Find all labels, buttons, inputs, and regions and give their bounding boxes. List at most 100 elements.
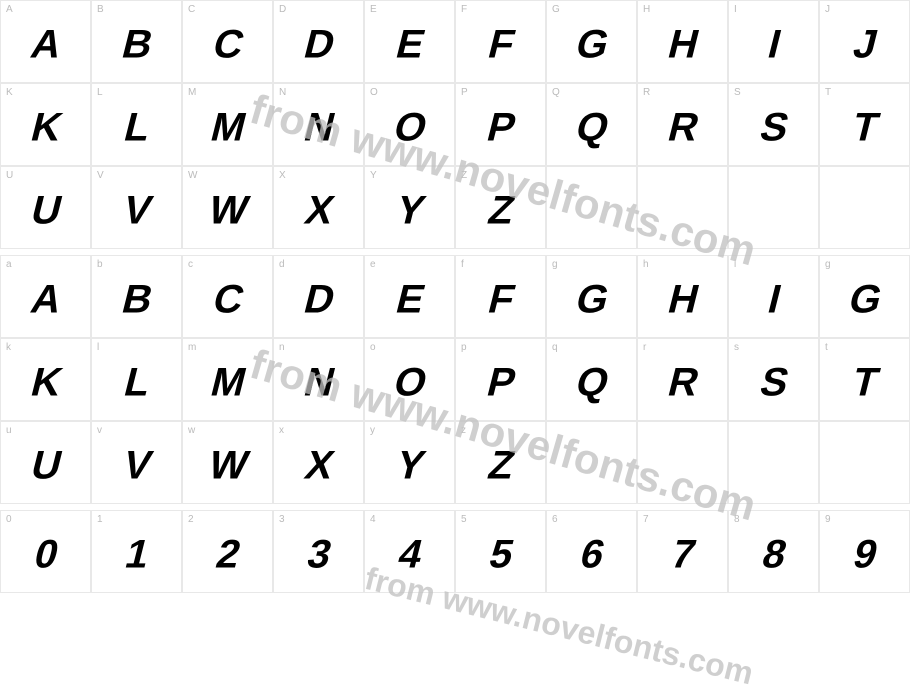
glyph-cell: aA [0,255,91,338]
glyph-row: aAbBcCdDeEfFgGhHiIgG [0,255,911,338]
cell-glyph: C [208,277,247,322]
cell-glyph: X [300,443,337,488]
glyph-cell: LL [91,83,182,166]
cell-glyph: E [391,22,428,67]
glyph-cell: hH [637,255,728,338]
cell-label: y [370,425,375,436]
glyph-cell: qQ [546,338,637,421]
empty-cell [819,166,910,249]
cell-glyph: O [389,105,430,150]
cell-glyph: Z [483,443,518,488]
cell-label: n [279,342,285,353]
glyph-cell: 55 [455,510,546,593]
glyph-cell: zZ [455,421,546,504]
cell-glyph: L [119,360,154,405]
cell-label: M [188,87,196,98]
cell-glyph: D [299,22,338,67]
cell-glyph: 3 [302,532,334,577]
cell-glyph: Q [571,360,612,405]
cell-label: P [461,87,468,98]
empty-cell [637,166,728,249]
glyph-cell: BB [91,0,182,83]
cell-label: 0 [6,514,12,525]
cell-glyph: K [26,360,65,405]
glyph-cell: kK [0,338,91,421]
glyph-cell: rR [637,338,728,421]
glyph-cell: YY [364,166,455,249]
cell-label: o [370,342,376,353]
glyph-cell: eE [364,255,455,338]
cell-glyph: T [847,105,882,150]
cell-glyph: R [663,105,702,150]
cell-label: e [370,259,376,270]
cell-label: 9 [825,514,831,525]
cell-glyph: X [300,188,337,233]
cell-label: 7 [643,514,649,525]
cell-label: C [188,4,195,15]
empty-cell [546,166,637,249]
cell-label: 4 [370,514,376,525]
glyph-cell: nN [273,338,364,421]
cell-label: J [825,4,830,15]
cell-glyph: S [755,360,792,405]
cell-label: t [825,342,828,353]
cell-label: I [734,4,737,15]
cell-glyph: 0 [29,532,61,577]
glyph-row: uUvVwWxXyYzZ [0,421,911,504]
cell-glyph: 2 [211,532,243,577]
cell-glyph: Q [571,105,612,150]
cell-glyph: N [299,105,338,150]
glyph-cell: 88 [728,510,819,593]
glyph-cell: II [728,0,819,83]
glyph-cell: yY [364,421,455,504]
cell-label: X [279,170,286,181]
glyph-row: kKlLmMnNoOpPqQrRsStT [0,338,911,421]
cell-glyph: E [391,277,428,322]
cell-glyph: W [204,443,252,488]
glyph-cell: oO [364,338,455,421]
cell-label: D [279,4,286,15]
cell-label: R [643,87,650,98]
cell-label: 5 [461,514,467,525]
glyph-cell: HH [637,0,728,83]
glyph-cell: tT [819,338,910,421]
cell-glyph: V [118,188,155,233]
glyph-cell: uU [0,421,91,504]
cell-glyph: C [208,22,247,67]
glyph-cell: FF [455,0,546,83]
glyph-cell: TT [819,83,910,166]
cell-label: r [643,342,646,353]
cell-glyph: A [26,277,65,322]
cell-glyph: P [482,360,519,405]
glyph-cell: CC [182,0,273,83]
cell-glyph: H [663,22,702,67]
glyph-cell: QQ [546,83,637,166]
cell-label: 6 [552,514,558,525]
cell-label: 1 [97,514,103,525]
cell-glyph: H [663,277,702,322]
cell-label: c [188,259,193,270]
glyph-cell: cC [182,255,273,338]
cell-glyph: M [206,360,250,405]
cell-glyph: P [482,105,519,150]
cell-label: Z [461,170,467,181]
cell-label: k [6,342,11,353]
cell-glyph: G [571,277,612,322]
cell-label: h [643,259,649,270]
glyph-cell: sS [728,338,819,421]
cell-label: u [6,425,12,436]
cell-label: G [552,4,560,15]
glyph-cell: 44 [364,510,455,593]
cell-label: Y [370,170,377,181]
cell-glyph: W [204,188,252,233]
cell-glyph: J [848,22,880,67]
glyph-row: UUVVWWXXYYZZ [0,166,911,249]
glyph-cell: UU [0,166,91,249]
cell-label: i [734,259,736,270]
cell-glyph: 8 [757,532,789,577]
cell-glyph: V [118,443,155,488]
glyph-cell: pP [455,338,546,421]
empty-cell [637,421,728,504]
cell-label: L [97,87,103,98]
glyph-cell: vV [91,421,182,504]
